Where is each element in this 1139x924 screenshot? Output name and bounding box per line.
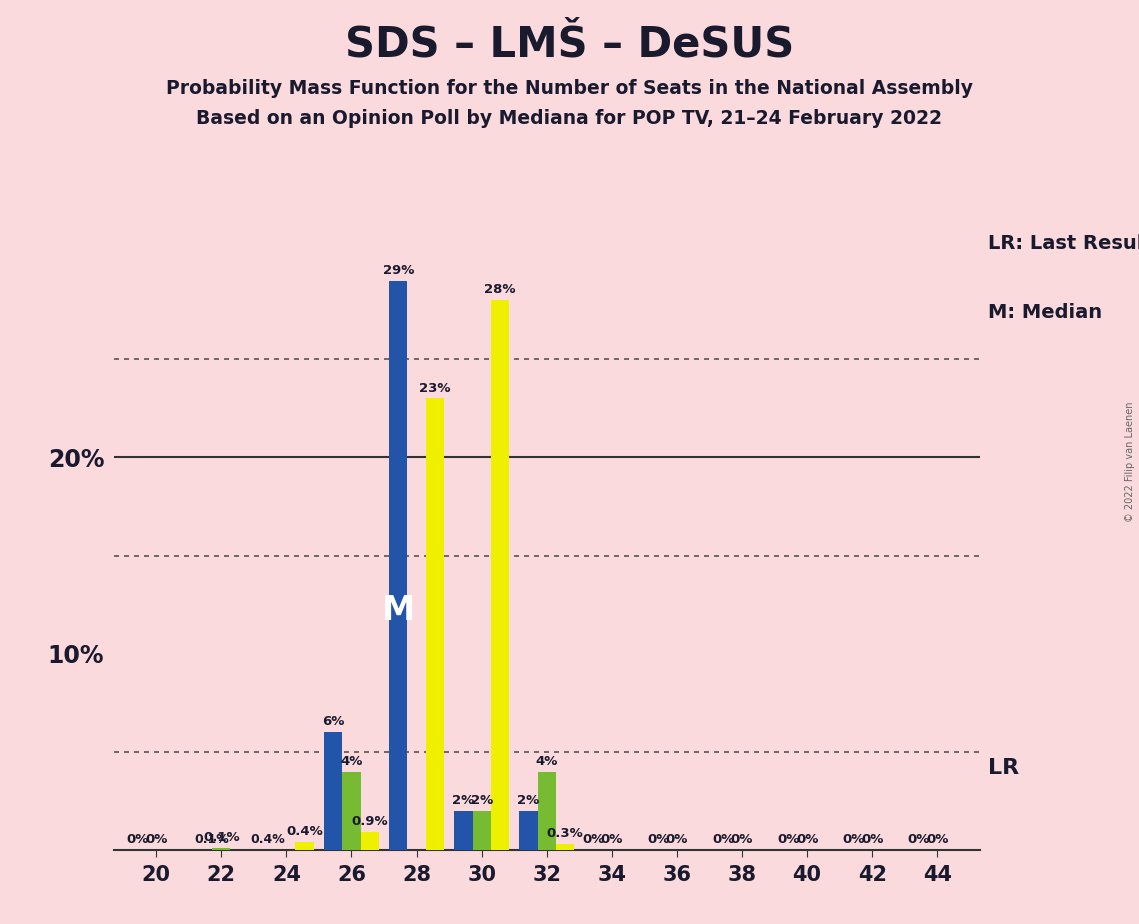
Text: 0.4%: 0.4% <box>251 833 286 846</box>
Text: 23%: 23% <box>419 382 451 395</box>
Bar <box>390 281 408 850</box>
Text: 0.4%: 0.4% <box>286 825 323 838</box>
Text: 2%: 2% <box>517 794 540 807</box>
Text: 6%: 6% <box>322 715 344 728</box>
Text: LR: LR <box>989 759 1019 778</box>
Text: 0%: 0% <box>647 833 670 846</box>
Text: © 2022 Filip van Laenen: © 2022 Filip van Laenen <box>1125 402 1134 522</box>
Text: 0%: 0% <box>843 833 866 846</box>
Bar <box>325 732 343 850</box>
Text: 0%: 0% <box>796 833 818 846</box>
Text: 0%: 0% <box>145 833 167 846</box>
Bar <box>473 811 491 850</box>
Text: Probability Mass Function for the Number of Seats in the National Assembly: Probability Mass Function for the Number… <box>166 79 973 98</box>
Bar <box>212 848 230 850</box>
Text: LR: Last Result: LR: Last Result <box>989 235 1139 253</box>
Text: 2%: 2% <box>452 794 475 807</box>
Text: 29%: 29% <box>383 263 413 277</box>
Text: M: M <box>382 594 415 627</box>
Text: 0%: 0% <box>582 833 605 846</box>
Text: Based on an Opinion Poll by Mediana for POP TV, 21–24 February 2022: Based on an Opinion Poll by Mediana for … <box>197 109 942 128</box>
Text: 0%: 0% <box>600 833 623 846</box>
Text: 0.9%: 0.9% <box>351 816 388 829</box>
Text: SDS – LMŠ – DeSUS: SDS – LMŠ – DeSUS <box>345 23 794 65</box>
Bar <box>538 772 556 850</box>
Text: 0%: 0% <box>665 833 688 846</box>
Bar <box>295 843 313 850</box>
Text: 0.1%: 0.1% <box>195 833 230 846</box>
Text: 0%: 0% <box>731 833 753 846</box>
Text: 0%: 0% <box>126 833 149 846</box>
Bar <box>519 811 538 850</box>
Text: 0%: 0% <box>908 833 931 846</box>
Bar <box>491 300 509 850</box>
Text: 2%: 2% <box>470 794 493 807</box>
Text: 0%: 0% <box>926 833 949 846</box>
Bar <box>454 811 473 850</box>
Bar <box>343 772 361 850</box>
Bar <box>556 845 574 850</box>
Text: 0%: 0% <box>861 833 884 846</box>
Bar <box>361 833 379 850</box>
Bar <box>426 398 444 850</box>
Text: 0%: 0% <box>778 833 800 846</box>
Text: 0.1%: 0.1% <box>203 832 239 845</box>
Text: 4%: 4% <box>535 755 558 768</box>
Text: 0.3%: 0.3% <box>547 827 583 840</box>
Text: 28%: 28% <box>484 284 516 297</box>
Text: M: Median: M: Median <box>989 303 1103 322</box>
Text: 4%: 4% <box>341 755 362 768</box>
Text: 0%: 0% <box>713 833 735 846</box>
